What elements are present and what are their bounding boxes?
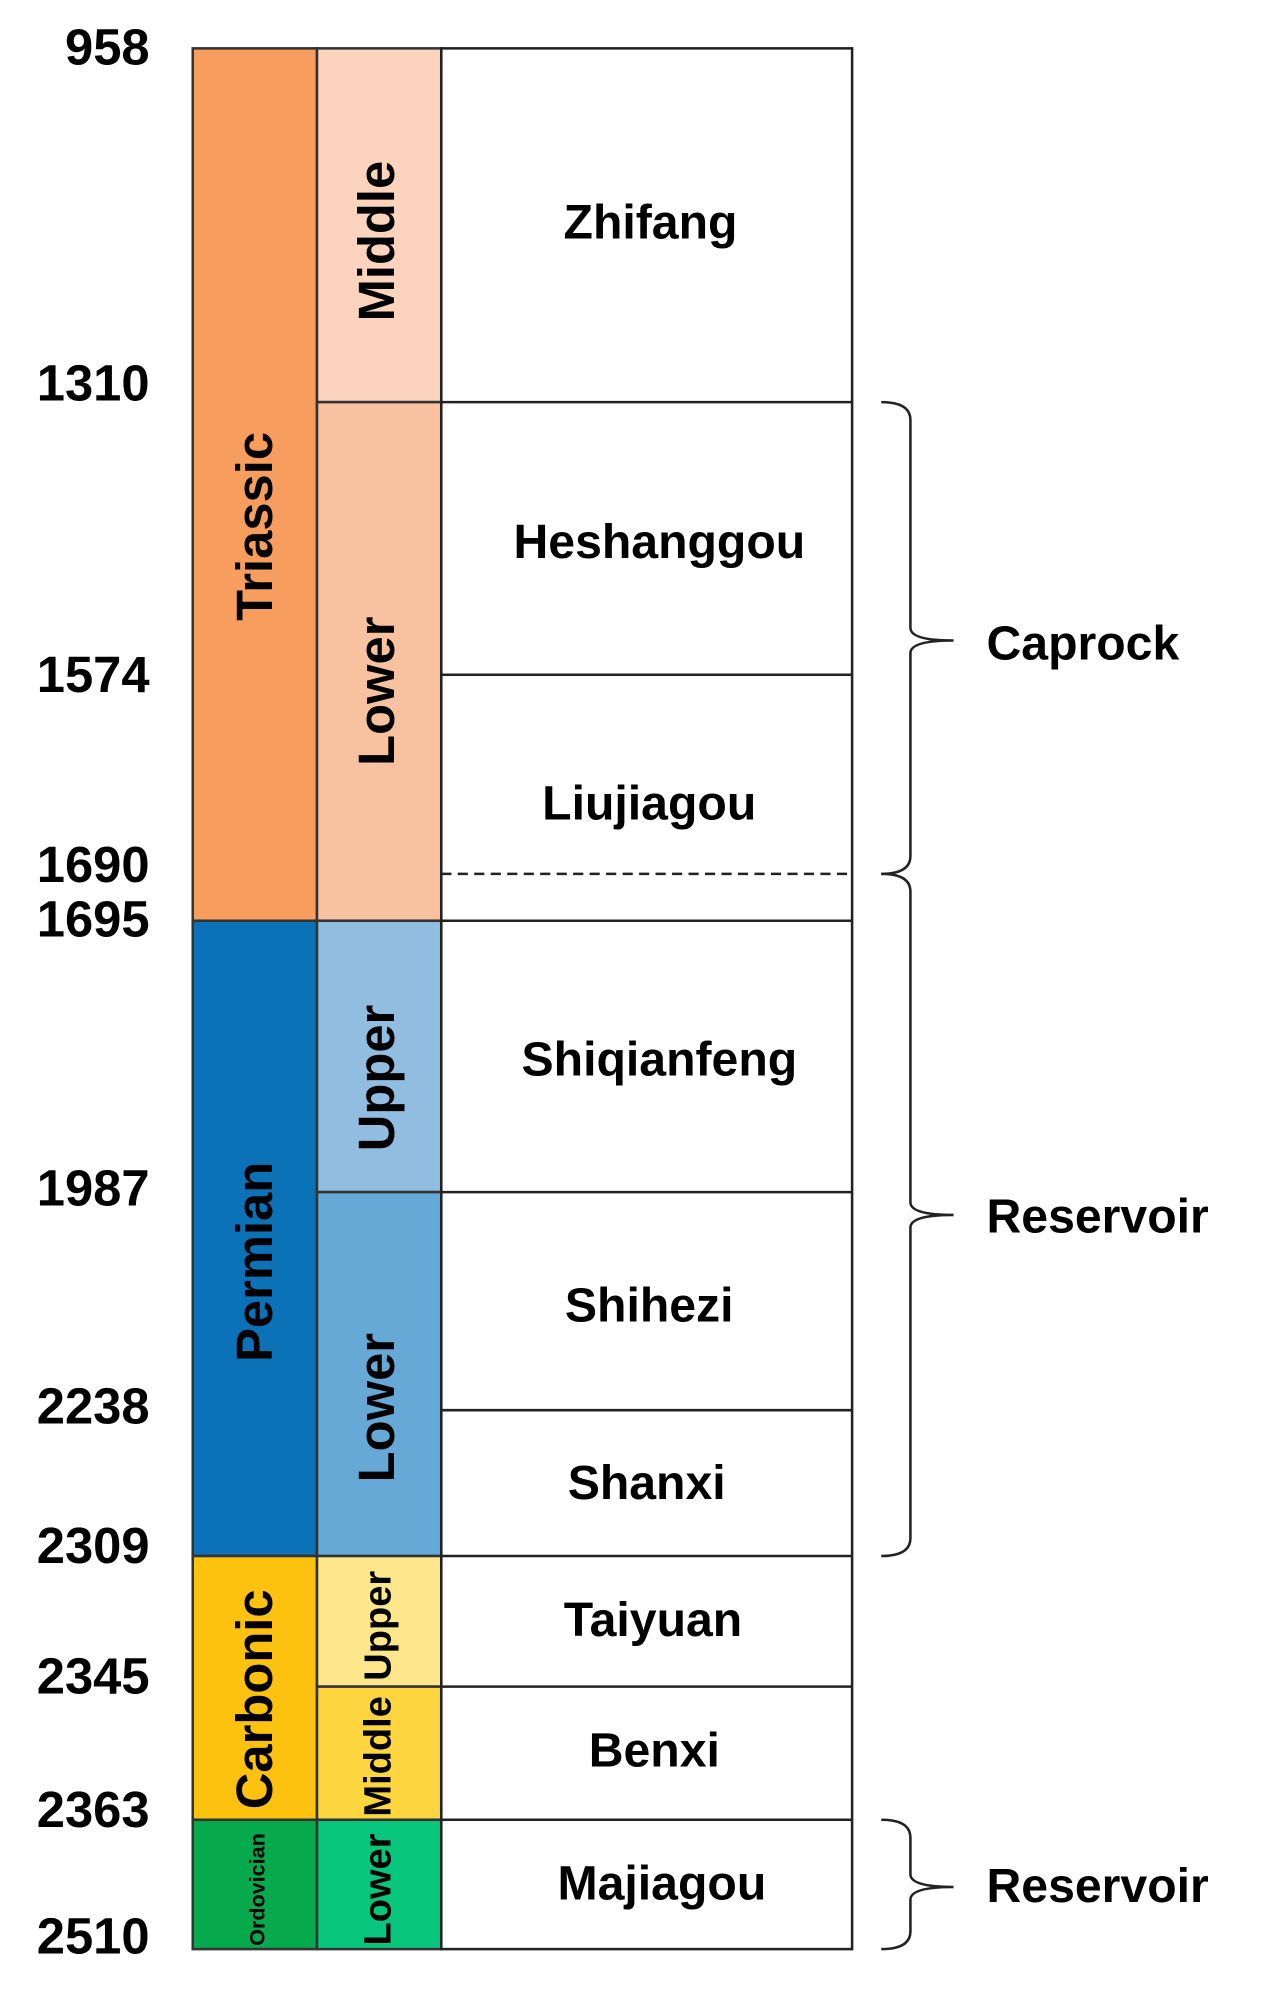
depth-label: 2363 <box>37 1781 150 1838</box>
series-label: Upper <box>357 1571 399 1681</box>
system-label: Triassic <box>226 432 283 621</box>
cells <box>191 47 443 1951</box>
bracket <box>881 400 954 876</box>
depth-label: 1690 <box>37 836 150 893</box>
series-cell <box>315 1190 443 1558</box>
depth-label: 1310 <box>37 354 150 411</box>
formation-label: Shihezi <box>565 1278 734 1332</box>
formation-label: Taiyuan <box>564 1593 742 1647</box>
series-label: Lower <box>348 1333 405 1482</box>
bracket <box>881 872 954 1558</box>
series-label: Middle <box>357 1696 399 1816</box>
bracket-label: Caprock <box>987 617 1180 671</box>
bracket-label: Reservoir <box>987 1190 1210 1244</box>
formation-label: Zhifang <box>564 196 738 250</box>
formation-label: Shanxi <box>568 1456 726 1510</box>
formation-label: Majiagou <box>558 1857 767 1911</box>
formation-label: Heshanggou <box>514 515 806 569</box>
system-label: Permian <box>226 1162 283 1362</box>
formation-label: Liujiagou <box>542 776 756 830</box>
system-label: Ordovician <box>244 1833 269 1946</box>
formation-label: Benxi <box>589 1724 720 1778</box>
system-cell <box>191 47 319 923</box>
series-cell <box>315 400 443 923</box>
series-label: Upper <box>348 1005 405 1152</box>
bracket-label: Reservoir <box>987 1859 1210 1913</box>
depth-label: 1695 <box>37 891 150 948</box>
series-label: Lower <box>357 1833 399 1945</box>
depth-label: 2510 <box>37 1908 150 1965</box>
system-cell <box>191 1554 319 1822</box>
depth-label: 2345 <box>37 1648 150 1705</box>
bracket <box>881 1818 954 1951</box>
formation-frame <box>439 47 854 1951</box>
depth-label: 2309 <box>37 1517 150 1574</box>
formation-label: Shiqianfeng <box>522 1033 798 1087</box>
depth-label: 1574 <box>37 646 150 703</box>
system-label: Carbonic <box>226 1589 283 1809</box>
depth-label: 1987 <box>37 1159 150 1216</box>
system-cell <box>191 919 319 1558</box>
series-label: Lower <box>348 617 405 766</box>
series-cell <box>315 47 443 404</box>
depth-label: 2238 <box>37 1378 150 1435</box>
depth-label: 958 <box>65 18 150 75</box>
series-cell <box>315 1685 443 1822</box>
series-label: Middle <box>348 161 405 322</box>
